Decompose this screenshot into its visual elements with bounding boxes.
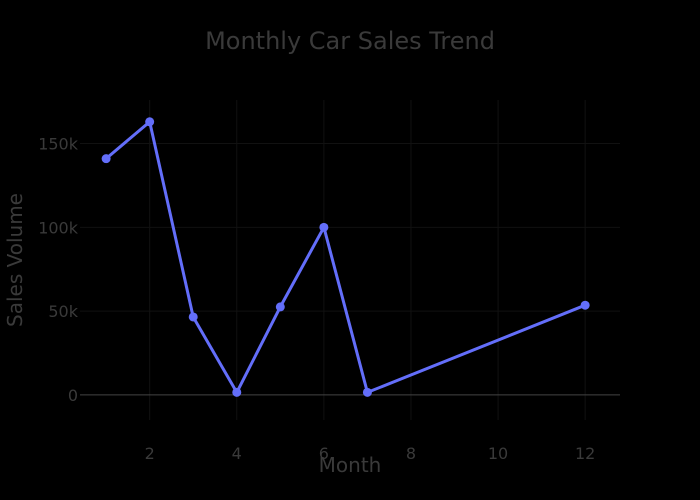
y-tick-label: 0: [68, 386, 78, 405]
data-point[interactable]: [362, 387, 372, 397]
x-tick-label: 4: [232, 444, 242, 463]
data-point[interactable]: [188, 312, 198, 322]
x-tick-label: 2: [145, 444, 155, 463]
data-point[interactable]: [232, 387, 242, 397]
plot-area: [80, 100, 620, 420]
data-point[interactable]: [580, 300, 590, 310]
x-axis-ticks: 2 4 6 8 10 12: [145, 444, 596, 463]
x-axis-title: Month: [319, 453, 382, 477]
data-point[interactable]: [101, 154, 111, 164]
x-tick-label: 6: [319, 444, 329, 463]
x-tick-label: 10: [488, 444, 508, 463]
chart-title: Monthly Car Sales Trend: [205, 27, 495, 55]
y-tick-label: 150k: [38, 135, 79, 154]
data-point[interactable]: [145, 117, 155, 127]
series: [101, 117, 590, 397]
y-tick-label: 100k: [38, 218, 79, 237]
series-line: [104, 120, 587, 394]
data-point[interactable]: [319, 222, 329, 232]
grid: [80, 100, 620, 420]
y-axis-ticks: 0 50k 100k 150k: [38, 135, 79, 405]
data-point[interactable]: [275, 302, 285, 312]
x-tick-label: 8: [406, 444, 416, 463]
y-axis-title: Sales Volume: [3, 193, 27, 327]
x-tick-label: 12: [575, 444, 595, 463]
y-tick-label: 50k: [48, 302, 78, 321]
